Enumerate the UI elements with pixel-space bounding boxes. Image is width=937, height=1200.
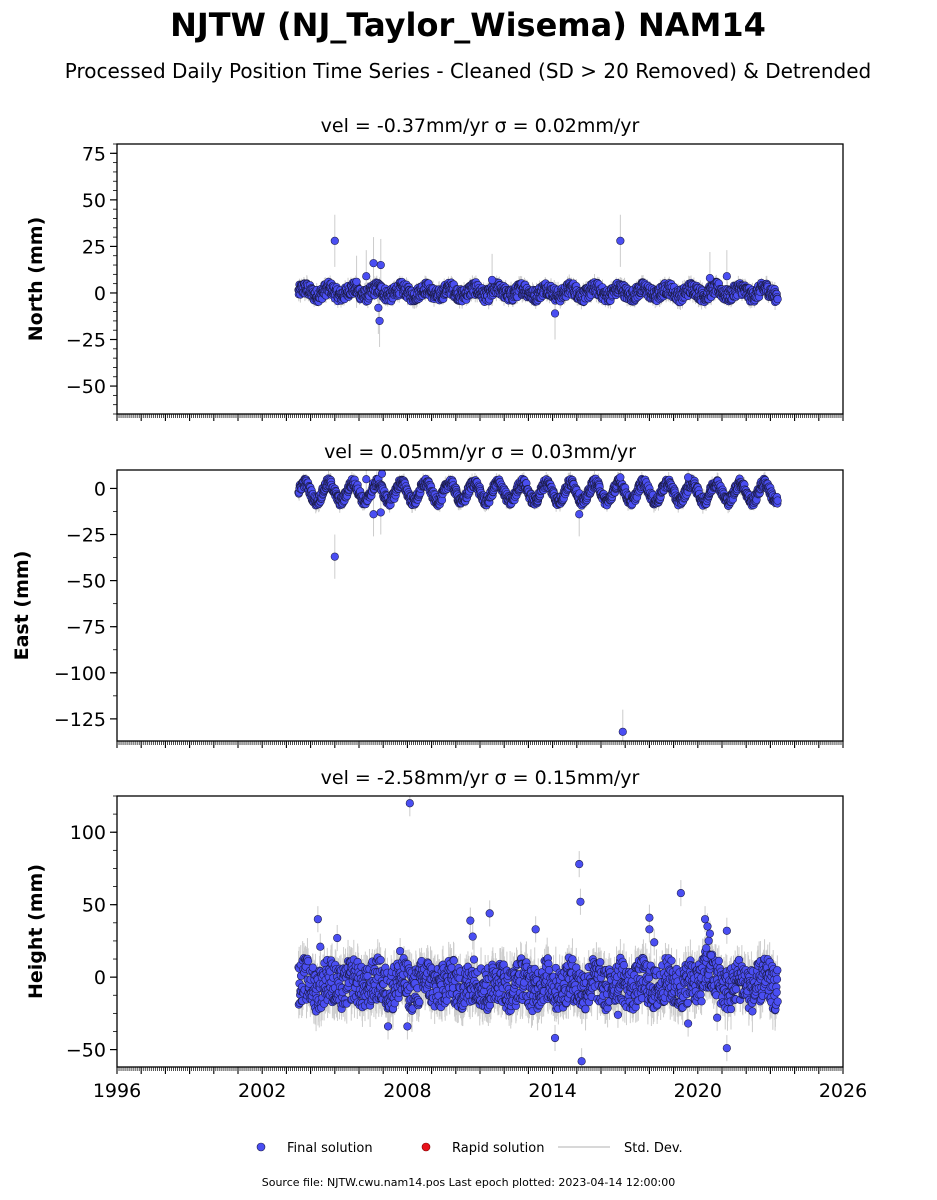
data-point <box>374 303 383 312</box>
data-point <box>375 316 384 325</box>
data-point <box>722 272 731 281</box>
figure-title: NJTW (NJ_Taylor_Wisema) NAM14 <box>170 6 766 44</box>
panel-title: vel = -0.37mm/yr σ = 0.02mm/yr <box>321 115 640 137</box>
y-tick-label: 25 <box>82 236 106 258</box>
data-point <box>369 259 378 268</box>
y-tick-label: 75 <box>82 143 106 165</box>
y-axis-label: East (mm) <box>11 551 33 661</box>
axes-frame <box>116 143 844 415</box>
y-tick-label: 0 <box>94 283 106 305</box>
plot-area <box>294 214 782 347</box>
north-panel: vel = -0.37mm/yr σ = 0.02mm/yr North (mm)… <box>25 115 844 421</box>
data-point <box>705 273 714 283</box>
data-point <box>376 260 385 270</box>
y-axis-label: North (mm) <box>25 217 47 342</box>
data-point <box>616 236 625 245</box>
panel-title: vel = 0.05mm/yr σ = 0.03mm/yr <box>324 441 636 463</box>
y-tick-label: −25 <box>66 330 106 352</box>
y-tick-label: 50 <box>82 190 106 212</box>
data-point <box>773 295 782 304</box>
data-point <box>330 236 339 245</box>
data-point <box>550 309 560 318</box>
data-point <box>352 277 361 286</box>
data-point <box>488 275 497 285</box>
data-point <box>362 272 371 281</box>
y-tick-label: −50 <box>66 376 106 398</box>
plot-area <box>294 470 782 741</box>
figure-subtitle: Processed Daily Position Time Series - C… <box>65 59 871 83</box>
